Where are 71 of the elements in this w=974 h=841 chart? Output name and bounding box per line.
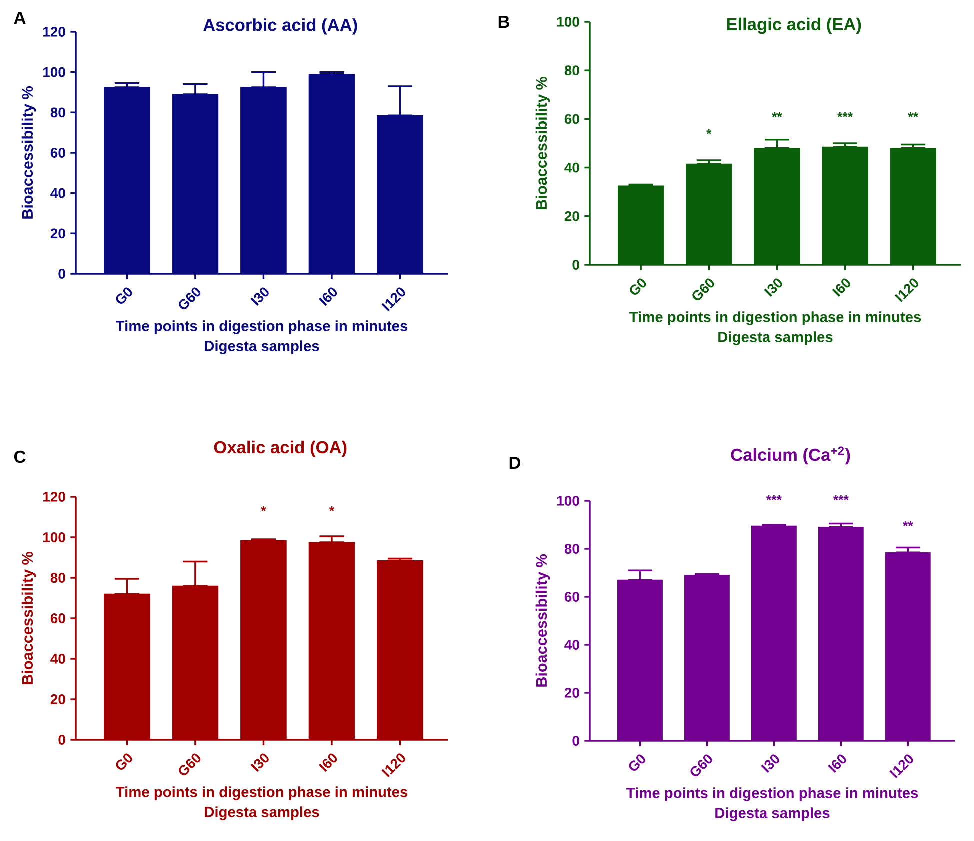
- y-tick-label: 0: [58, 735, 66, 745]
- annotation: **: [772, 112, 782, 118]
- text: Digesta samples: [205, 340, 320, 354]
- y-tick-label: 100: [557, 17, 580, 27]
- x-tick-label: G0: [629, 754, 646, 771]
- y-axis-title: Bioaccessibility %: [536, 554, 550, 687]
- y-tick-label: 40: [50, 654, 66, 664]
- x-tick-label: I60: [318, 288, 338, 306]
- y-tick-label: 40: [50, 188, 66, 198]
- y-tick-label: 80: [564, 66, 580, 76]
- y-axis-title: Bioaccessibility %: [22, 86, 36, 219]
- y-tick-label: 60: [50, 614, 66, 624]
- y-tick-label: 80: [50, 573, 66, 583]
- y-axis-title: Bioaccessibility %: [536, 77, 550, 210]
- x-tick-label: I30: [250, 288, 269, 306]
- y-tick-label: 60: [50, 148, 66, 158]
- x-axis-title: Time points in digestion phase in minutes: [630, 312, 922, 326]
- x-tick-label: G60: [692, 278, 714, 300]
- text: A: [14, 12, 26, 24]
- x-axis-title: Time points in digestion phase in minutes: [116, 320, 408, 334]
- text: Digesta samples: [205, 806, 320, 820]
- x-tick-label: G60: [178, 288, 201, 310]
- annotation: *: [329, 506, 335, 512]
- x-tick-label: I60: [832, 278, 850, 297]
- annotation: *: [261, 506, 266, 512]
- text: Digesta samples: [716, 808, 830, 822]
- text: D: [510, 457, 521, 469]
- x-tick-label: G60: [690, 754, 712, 776]
- y-tick-label: 20: [50, 228, 66, 239]
- y-tick-label: 0: [58, 269, 66, 279]
- x-tick-label: G0: [116, 288, 132, 304]
- y-tick-label: 20: [564, 688, 580, 698]
- chart-title: Oxalic acid (OA): [214, 440, 347, 458]
- x-tick-label: I30: [761, 754, 780, 773]
- y-tick-label: 20: [50, 694, 66, 704]
- y-tick-label: 100: [43, 532, 66, 542]
- y-tick-label: 80: [564, 544, 580, 554]
- x-tick-label: I60: [828, 754, 846, 773]
- y-axis-title: Bioaccessibility %: [22, 552, 36, 684]
- y-tick-label: 60: [564, 114, 580, 124]
- y-tick-label: 60: [564, 592, 580, 602]
- x-axis-title: Time points in digestion phase in minutes: [626, 788, 918, 802]
- y-tick-label: 20: [564, 211, 580, 222]
- text: ***: [833, 495, 849, 500]
- x-tick-label: I30: [250, 754, 269, 772]
- y-tick-label: 40: [564, 162, 580, 173]
- x-tick-label: I60: [318, 754, 338, 772]
- x-axis-title: Time points in digestion phase in minutes: [116, 786, 408, 800]
- y-tick-label: 120: [43, 492, 66, 502]
- chart-title: Ascorbic acid (AA): [204, 18, 358, 35]
- annotation: **: [902, 521, 914, 526]
- annotation: ***: [838, 112, 854, 118]
- text: ***: [766, 495, 782, 500]
- x-tick-label: G60: [178, 754, 201, 776]
- y-tick-label: 40: [564, 640, 580, 650]
- chart-title: Calcium (Ca$^{+2}$): [731, 446, 850, 465]
- y-tick-label: 0: [572, 260, 580, 270]
- y-tick-label: 0: [572, 736, 580, 746]
- chart-title: Ellagic acid (EA): [727, 18, 862, 34]
- text: C: [14, 450, 26, 464]
- y-tick-label: 80: [50, 108, 66, 118]
- annotation: **: [908, 112, 919, 118]
- text: B: [498, 16, 510, 28]
- x-tick-label: I30: [764, 278, 782, 297]
- annotation: *: [706, 129, 712, 134]
- x-tick-label: G0: [116, 754, 132, 770]
- y-tick-label: 100: [43, 67, 66, 78]
- y-tick-label: 100: [557, 496, 580, 506]
- text: Digesta samples: [718, 332, 833, 346]
- x-tick-label: G0: [630, 278, 646, 295]
- y-tick-label: 120: [43, 27, 66, 37]
